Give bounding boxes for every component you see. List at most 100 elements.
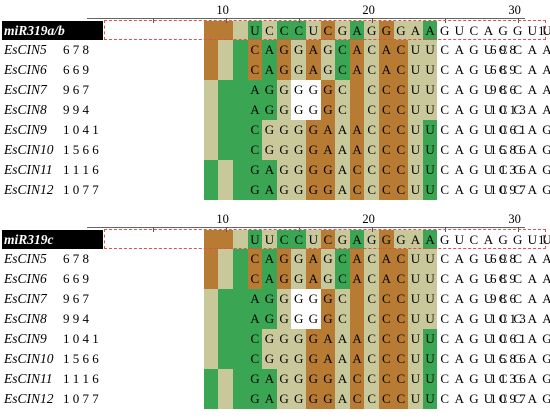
- alignment-cell-shade: [233, 309, 248, 329]
- mirna-cell-shade: [203, 21, 219, 40]
- alignment-cell-shade: [306, 160, 321, 180]
- alignment-cell-shade: [379, 180, 394, 200]
- gene-nucleotide: A: [542, 291, 550, 306]
- alignment-cell-shade: [349, 289, 365, 309]
- gene-nucleotide: A: [381, 271, 391, 286]
- gene-nucleotide: G: [469, 371, 479, 386]
- gene-nucleotide: G: [264, 102, 275, 117]
- gene-start-number: 1 0 7 7: [63, 391, 99, 406]
- gene-nucleotide: A: [352, 331, 362, 346]
- alignment-cell-shade: [233, 269, 248, 289]
- gene-nucleotide: G: [542, 351, 550, 366]
- gene-start-number: 9 6 7: [63, 82, 89, 97]
- gene-end-number: 1 5 8 6: [490, 351, 526, 366]
- gene-nucleotide: U: [410, 351, 421, 366]
- alignment-cell-shade: [364, 249, 379, 269]
- alignment-cell-shade: [262, 100, 277, 120]
- gene-nucleotide: A: [352, 251, 362, 266]
- gene-nucleotide: G: [250, 162, 260, 177]
- alignment-cell-shade: [320, 309, 336, 329]
- mirna-end-number: 1: [538, 232, 545, 247]
- alignment-cell-shade: [379, 329, 394, 349]
- gene-nucleotide: G: [469, 311, 479, 326]
- alignment-cell-shade: [364, 140, 379, 160]
- gene-nucleotide: U: [410, 271, 421, 286]
- alignment-cell-shade: [262, 329, 277, 349]
- mirna-name: miR319c: [4, 232, 54, 247]
- gene-nucleotide: A: [454, 351, 464, 366]
- gene-nucleotide: C: [498, 371, 508, 386]
- gene-nucleotide: A: [264, 271, 275, 286]
- gene-nucleotide: A: [454, 42, 464, 57]
- gene-nucleotide: C: [381, 351, 391, 366]
- gene-nucleotide: C: [381, 122, 391, 137]
- gene-nucleotide: A: [264, 251, 275, 266]
- alignment-cell-shade: [218, 40, 233, 60]
- gene-nucleotide: A: [527, 251, 537, 266]
- gene-nucleotide: A: [337, 162, 348, 177]
- gene-end-number: 1 0 9 7: [490, 182, 526, 197]
- gene-nucleotide: C: [498, 331, 508, 346]
- gene-nucleotide: G: [293, 271, 304, 286]
- alignment-cell-shade: [218, 100, 233, 120]
- mirna-nucleotide: C: [323, 232, 333, 247]
- mirna-cell-shade: [408, 21, 423, 40]
- gene-nucleotide: C: [396, 142, 406, 157]
- mirna-nucleotide: C: [294, 23, 304, 38]
- gene-nucleotide: C: [396, 122, 406, 137]
- alignment-cell-shade: [422, 389, 438, 409]
- gene-nucleotide: A: [250, 82, 260, 97]
- alignment-cell-shade: [393, 60, 409, 80]
- gene-nucleotide: G: [250, 371, 260, 386]
- gene-nucleotide: C: [440, 82, 450, 97]
- gene-nucleotide: G: [308, 331, 318, 346]
- gene-nucleotide: C: [440, 251, 450, 266]
- gene-nucleotide: C: [513, 142, 523, 157]
- alignment-cell-shade: [291, 249, 306, 269]
- alignment-cell-shade: [203, 180, 219, 200]
- alignment-cell-shade: [408, 160, 423, 180]
- gene-start-number: 1 0 7 7: [63, 182, 99, 197]
- gene-start-number: 1 0 4 1: [63, 331, 99, 346]
- gene-nucleotide: G: [250, 182, 260, 197]
- gene-nucleotide: C: [498, 82, 508, 97]
- gene-nucleotide: A: [323, 351, 333, 366]
- alignment-cell-shade: [247, 100, 263, 120]
- mirna-nucleotide: U: [250, 232, 260, 247]
- gene-nucleotide: C: [396, 351, 406, 366]
- gene-end-number: 9 8 6: [490, 82, 516, 97]
- alignment-cell-shade: [291, 140, 306, 160]
- gene-nucleotide: A: [352, 351, 362, 366]
- gene-nucleotide: C: [498, 122, 508, 137]
- gene-nucleotide: A: [454, 251, 464, 266]
- gene-start-number: 9 9 4: [63, 311, 89, 326]
- mirna-nucleotide: A: [483, 232, 494, 247]
- gene-nucleotide: A: [381, 62, 391, 77]
- gene-nucleotide: G: [308, 391, 318, 406]
- alignment-cell-shade: [335, 120, 350, 140]
- alignment-cell-shade: [247, 120, 263, 140]
- gene-nucleotide: C: [396, 162, 406, 177]
- gene-nucleotide: A: [250, 291, 260, 306]
- alignment-cell-shade: [262, 389, 277, 409]
- mirna-nucleotide: U: [264, 232, 275, 247]
- ruler-number: 20: [362, 212, 375, 226]
- gene-nucleotide: A: [454, 182, 464, 197]
- gene-nucleotide: G: [279, 42, 289, 57]
- gene-nucleotide: G: [469, 291, 479, 306]
- alignment-cell-shade: [218, 349, 233, 369]
- gene-nucleotide: A: [527, 391, 537, 406]
- gene-nucleotide: G: [308, 142, 318, 157]
- gene-nucleotide: G: [293, 351, 304, 366]
- alignment-cell-shade: [320, 160, 336, 180]
- mirna-cell-shade: [393, 230, 409, 249]
- mirna-nucleotide: U: [542, 232, 550, 247]
- gene-nucleotide: C: [250, 271, 260, 286]
- gene-nucleotide: G: [308, 351, 318, 366]
- alignment-cell-shade: [306, 40, 321, 60]
- alignment-cell-shade: [364, 100, 379, 120]
- gene-nucleotide: A: [308, 271, 318, 286]
- alignment-cell-shade: [320, 369, 336, 389]
- gene-nucleotide: A: [454, 291, 464, 306]
- alignment-cell-shade: [247, 269, 263, 289]
